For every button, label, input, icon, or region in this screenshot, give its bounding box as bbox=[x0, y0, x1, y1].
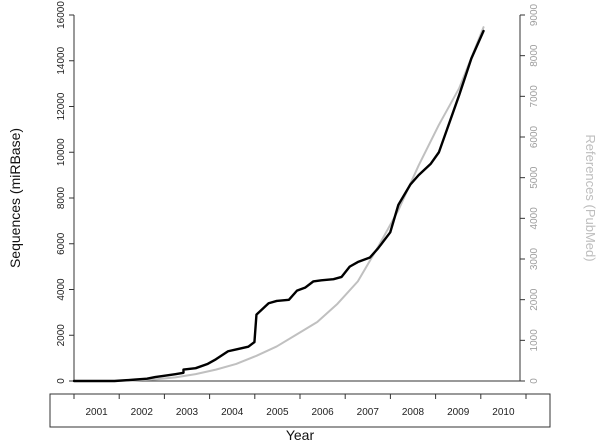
y-right-tick-label: 3000 bbox=[529, 247, 540, 270]
x-tick-label: 2001 bbox=[85, 407, 108, 418]
x-tick-label: 2009 bbox=[447, 407, 470, 418]
y-right-tick-label: 5000 bbox=[529, 166, 540, 189]
y-left-tick-label: 12000 bbox=[56, 92, 67, 120]
series-line-sequences bbox=[72, 29, 485, 383]
x-tick-label: 2005 bbox=[266, 407, 289, 418]
y-right-tick-label: 7000 bbox=[529, 85, 540, 108]
y-left-tick-label: 16000 bbox=[56, 1, 67, 29]
series bbox=[72, 26, 485, 383]
y-right-tick-label: 2000 bbox=[529, 288, 540, 311]
x-tick-label: 2004 bbox=[221, 407, 244, 418]
x-tick-label: 2008 bbox=[402, 407, 425, 418]
axis-ticks: 0 2000 4000 6000 8000 10000 12000 14000 16000 0 10… bbox=[56, 1, 540, 418]
y-right-tick-label: 1000 bbox=[529, 329, 540, 352]
x-tick-label: 2010 bbox=[492, 407, 515, 418]
x-tick-label: 2006 bbox=[311, 407, 334, 418]
x-axis-title: Year bbox=[286, 427, 315, 443]
x-tick-label: 2002 bbox=[131, 407, 154, 418]
y-left-tick-label: 0 bbox=[56, 378, 67, 384]
y-left-tick-label: 4000 bbox=[56, 278, 67, 301]
y-right-tick-label: 9000 bbox=[529, 3, 540, 26]
y-left-tick-label: 14000 bbox=[56, 46, 67, 74]
x-tick-label: 2007 bbox=[357, 407, 380, 418]
y-left-tick-label: 6000 bbox=[56, 232, 67, 255]
series-line-references bbox=[73, 26, 485, 382]
x-tick-label: 2003 bbox=[176, 407, 199, 418]
axes bbox=[49, 15, 551, 428]
y-axis-left-title: Sequences (miRBase) bbox=[7, 128, 23, 268]
y-right-tick-label: 0 bbox=[529, 378, 540, 384]
y-left-tick-label: 10000 bbox=[56, 138, 67, 166]
y-axis-right-title: References (PubMed) bbox=[583, 134, 598, 261]
y-left-tick-label: 2000 bbox=[56, 324, 67, 347]
y-right-tick-label: 8000 bbox=[529, 44, 540, 67]
y-right-tick-label: 4000 bbox=[529, 207, 540, 230]
y-left-tick-label: 8000 bbox=[56, 186, 67, 209]
y-right-tick-label: 6000 bbox=[529, 125, 540, 148]
